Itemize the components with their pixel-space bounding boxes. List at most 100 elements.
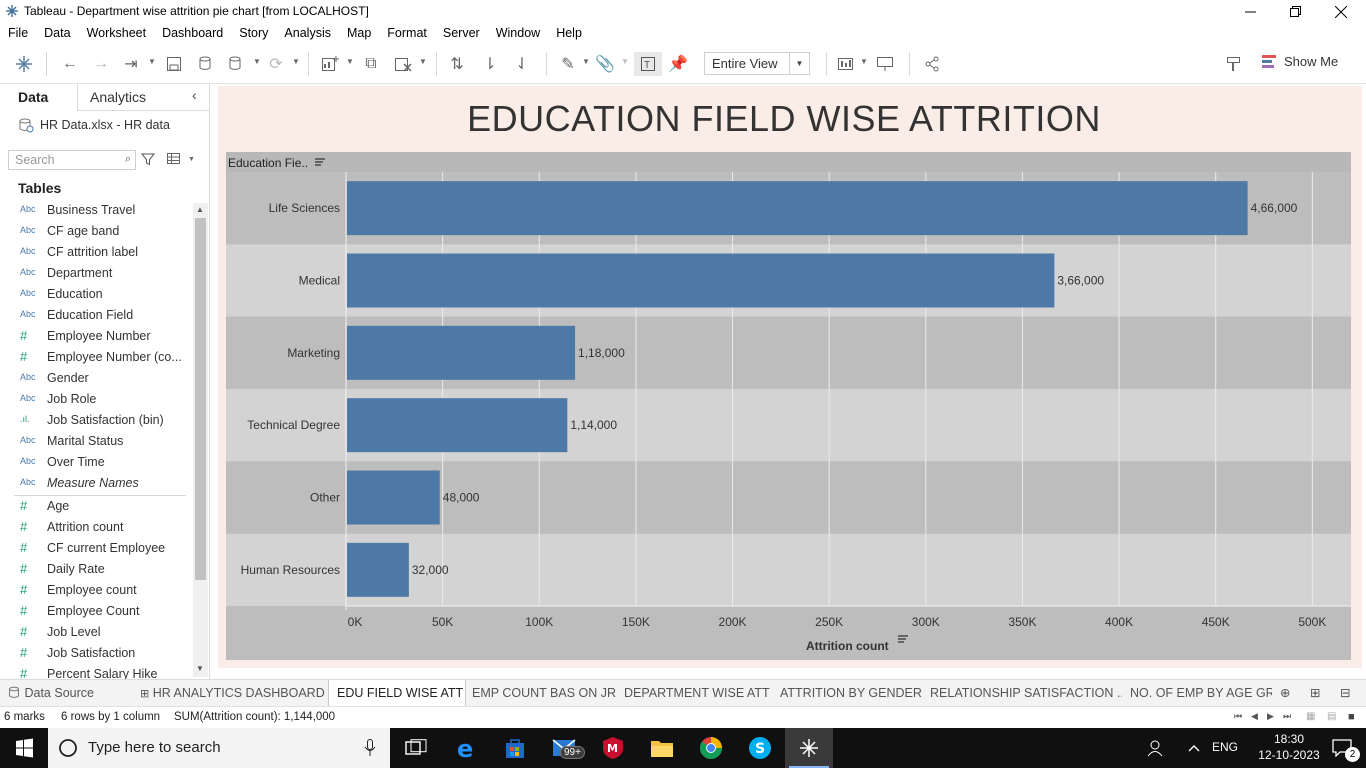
view-list-icon[interactable] (167, 153, 181, 165)
field-item[interactable]: .ıl. Job Satisfaction (bin) (0, 411, 192, 432)
presentation-mode-icon[interactable] (875, 54, 895, 74)
tab-data-source[interactable]: Data Source (0, 680, 132, 706)
field-item[interactable]: # Percent Salary Hike (0, 665, 192, 686)
field-item[interactable]: # Job Satisfaction (0, 644, 192, 665)
menu-help[interactable]: Help (556, 26, 582, 40)
store-app[interactable] (491, 728, 539, 768)
new-worksheet-dropdown-icon[interactable]: ▼ (346, 57, 354, 66)
category-label[interactable]: Marketing (287, 346, 340, 360)
field-item[interactable]: # Employee count (0, 581, 192, 602)
filmstrip-view-icon[interactable]: ▦ (1306, 711, 1316, 722)
microphone-icon[interactable] (364, 739, 376, 757)
field-item[interactable]: Abc Over Time (0, 453, 192, 474)
menu-dashboard[interactable]: Dashboard (162, 26, 224, 40)
x-axis-title[interactable]: Attrition count (806, 639, 889, 653)
show-cards-icon[interactable] (836, 54, 856, 74)
bar[interactable] (347, 542, 409, 597)
field-item[interactable]: # Daily Rate (0, 560, 192, 581)
pause-updates-icon[interactable] (226, 54, 246, 74)
clock[interactable]: 18:30 12-10-2023 (1254, 731, 1324, 763)
menu-analysis[interactable]: Analysis (284, 26, 331, 40)
field-item[interactable]: # Employee Number (0, 327, 192, 348)
show-cards-dropdown-icon[interactable]: ▼ (860, 57, 868, 66)
field-item[interactable]: Abc Education Field (0, 306, 192, 327)
field-item[interactable]: Abc Education (0, 285, 192, 306)
group-dropdown-icon[interactable]: ▼ (621, 57, 629, 66)
group-members-icon[interactable]: 📎 (595, 56, 615, 73)
scroll-down-icon[interactable]: ▼ (196, 664, 204, 673)
replay-dropdown-icon[interactable]: ▼ (148, 57, 156, 66)
tableau-app[interactable] (785, 728, 833, 768)
row-header-label[interactable]: Education Fie.. (228, 156, 308, 170)
replay-icon[interactable]: ⇥ (124, 56, 138, 73)
sort-icon[interactable] (315, 158, 325, 166)
last-sheet-icon[interactable]: ⏭ (1283, 711, 1292, 721)
restore-button[interactable] (1272, 0, 1318, 23)
sheet-sorter-view-icon[interactable]: ▤ (1327, 711, 1337, 722)
bar[interactable] (347, 398, 568, 453)
tabs-view-icon[interactable]: ■ (1348, 711, 1355, 723)
category-label[interactable]: Human Resources (241, 563, 340, 577)
tab-attrition-by-gender[interactable]: ATTRITION BY GENDER (772, 680, 922, 706)
filter-icon[interactable] (141, 152, 155, 166)
bar[interactable] (347, 325, 576, 380)
category-label[interactable]: Medical (299, 274, 340, 288)
category-label[interactable]: Other (310, 491, 340, 505)
scrollbar-thumb[interactable] (195, 218, 206, 580)
menu-window[interactable]: Window (495, 26, 541, 40)
close-button[interactable] (1318, 0, 1364, 23)
field-item[interactable]: Abc CF attrition label (0, 243, 192, 264)
highlight-icon[interactable]: ✎ (561, 56, 575, 73)
view-dropdown-icon[interactable]: ▼ (188, 156, 195, 163)
mail-app[interactable]: 99+ (540, 728, 588, 768)
task-view-button[interactable] (392, 728, 440, 768)
next-sheet-icon[interactable]: ▶ (1267, 711, 1274, 721)
minimize-button[interactable] (1227, 0, 1273, 23)
start-button[interactable] (0, 728, 48, 768)
axis-sort-icon[interactable] (898, 635, 908, 643)
show-mark-labels-icon[interactable]: T (634, 52, 662, 76)
collapse-pane-icon[interactable]: ‹ (192, 87, 197, 103)
field-item[interactable]: Abc Marital Status (0, 432, 192, 453)
action-center-button[interactable]: 2 (1322, 728, 1362, 768)
new-worksheet-tab-icon[interactable]: ⊕ (1280, 686, 1291, 700)
field-item[interactable]: Abc Department (0, 264, 192, 285)
fix-axes-icon[interactable]: 📌 (668, 56, 688, 73)
input-language[interactable]: ENG (1212, 740, 1239, 754)
scroll-up-icon[interactable]: ▲ (196, 205, 204, 214)
clear-sheet-dropdown-icon[interactable]: ▼ (419, 57, 427, 66)
menu-file[interactable]: File (8, 26, 29, 40)
edge-app[interactable]: e (443, 728, 491, 768)
show-me-button[interactable]: Show Me (1262, 54, 1338, 69)
tab-department-wise-att[interactable]: DEPARTMENT WISE ATT (616, 680, 772, 706)
prev-sheet-icon[interactable]: ◀ (1251, 711, 1258, 721)
search-input[interactable]: Search ⌕ (8, 150, 136, 170)
pin-format-icon[interactable] (1224, 54, 1244, 74)
menu-data[interactable]: Data (44, 26, 71, 40)
bar[interactable] (347, 253, 1055, 308)
category-label[interactable]: Life Sciences (269, 201, 340, 215)
menu-map[interactable]: Map (346, 26, 372, 40)
tab-relationship-satisfaction[interactable]: RELATIONSHIP SATISFACTION ... (922, 680, 1122, 706)
fit-select[interactable]: Entire View ▼ (704, 52, 810, 75)
field-item[interactable]: Abc Gender (0, 369, 192, 390)
tab-emp-count-bas-on-jr[interactable]: EMP COUNT BAS ON JR (464, 680, 616, 706)
redo-icon[interactable]: → (93, 55, 109, 72)
menu-worksheet[interactable]: Worksheet (86, 26, 147, 40)
highlight-dropdown-icon[interactable]: ▼ (582, 57, 590, 66)
new-data-source-icon[interactable] (196, 54, 216, 74)
new-dashboard-tab-icon[interactable]: ⊞ (1310, 686, 1321, 700)
field-item[interactable]: # Employee Count (0, 602, 192, 623)
refresh-icon[interactable]: ⟳ (269, 56, 283, 73)
field-item[interactable]: Abc CF age band (0, 222, 192, 243)
tab-analytics[interactable]: Analytics (90, 89, 147, 105)
field-item[interactable]: # CF current Employee (0, 539, 192, 560)
skype-app[interactable]: S (736, 728, 784, 768)
undo-icon[interactable]: ← (62, 55, 78, 72)
chrome-app[interactable] (687, 728, 735, 768)
bar[interactable] (347, 470, 440, 525)
mcafee-app[interactable]: M (589, 728, 637, 768)
share-icon[interactable] (922, 54, 942, 74)
field-item[interactable]: # Age (0, 497, 192, 518)
menu-server[interactable]: Server (442, 26, 480, 40)
